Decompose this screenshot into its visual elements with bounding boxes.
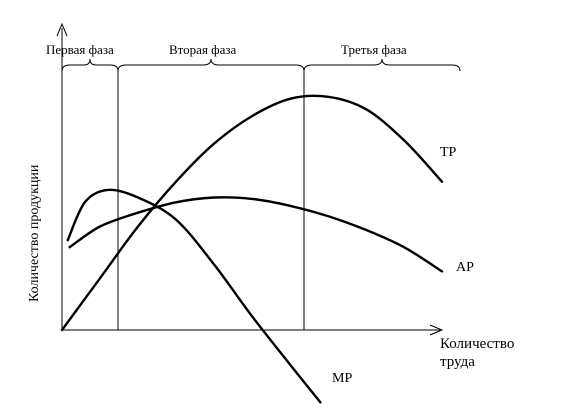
x-axis-label-line-2: труда: [440, 354, 475, 370]
series-line-mp: [66, 188, 322, 404]
phase-brace-2: [117, 58, 305, 72]
x-axis-label: Количество труда: [440, 336, 514, 370]
series-label-tp: TP: [440, 145, 457, 160]
axes: [56, 22, 444, 336]
phase-dividers: [117, 70, 305, 330]
phase-brace-1: [61, 58, 119, 72]
phase-braces: [61, 58, 461, 72]
y-axis-label: Количество продукции: [27, 164, 42, 302]
phase-label-1: Первая фаза: [46, 42, 114, 57]
phase-label-3: Третья фаза: [341, 42, 407, 57]
phase-labels: Первая фаза Вторая фаза Третья фаза: [46, 42, 407, 57]
x-axis-label-line-1: Количество: [440, 336, 514, 352]
x-axis-arrow: [429, 324, 444, 336]
series-line-ap: [68, 196, 444, 273]
curves: [60, 94, 444, 404]
phase-brace-3: [303, 58, 461, 72]
series-label-ap: AP: [456, 260, 474, 275]
series-line-tp: [60, 94, 444, 332]
series-label-mp: MP: [332, 371, 352, 386]
curve-labels: TP AP MP: [332, 145, 474, 386]
y-axis-arrow: [56, 22, 68, 37]
phase-label-2: Вторая фаза: [169, 42, 237, 57]
